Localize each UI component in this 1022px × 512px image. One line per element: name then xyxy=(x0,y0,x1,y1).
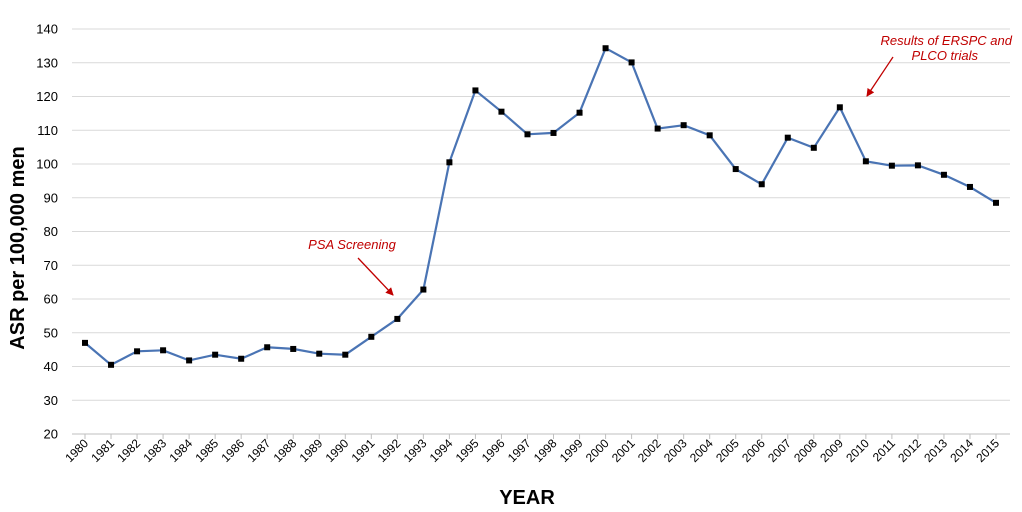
data-point xyxy=(472,87,479,94)
data-point xyxy=(394,315,401,322)
annotation-text: PSA Screening xyxy=(308,237,396,252)
x-tick-label: 1992 xyxy=(375,436,404,465)
x-tick-label: 2003 xyxy=(661,436,690,465)
x-tick-label: 1989 xyxy=(297,436,326,465)
y-tick-label: 110 xyxy=(37,123,58,138)
x-tick-label: 1981 xyxy=(88,436,117,465)
data-point xyxy=(82,339,88,346)
series-line xyxy=(84,46,997,367)
y-tick-label: 40 xyxy=(44,359,58,374)
data-point xyxy=(212,351,219,358)
x-tick-label: 2008 xyxy=(791,436,820,465)
x-tick-label: 2000 xyxy=(583,436,612,465)
x-tick-label: 2013 xyxy=(921,436,950,465)
data-point xyxy=(966,183,973,190)
y-tick-label: 120 xyxy=(36,89,58,104)
x-tick-label: 2011 xyxy=(870,436,898,464)
gridlines xyxy=(72,28,1010,401)
data-point xyxy=(316,350,323,357)
x-tick-label: 2009 xyxy=(817,436,846,465)
data-point xyxy=(134,348,141,355)
x-tick-label: 2014 xyxy=(947,436,976,465)
x-tick-label: 1993 xyxy=(401,436,430,465)
y-tick-label: 50 xyxy=(44,325,58,340)
data-point xyxy=(524,131,531,138)
x-tick-label: 1983 xyxy=(140,436,169,465)
x-tick-label: 2010 xyxy=(843,436,872,465)
y-tick-label: 60 xyxy=(44,292,58,307)
data-point xyxy=(342,351,349,358)
data-point xyxy=(368,333,375,340)
data-point xyxy=(108,361,115,368)
x-tick-label: 1985 xyxy=(192,436,221,465)
data-point xyxy=(238,355,245,362)
y-tick-label: 140 xyxy=(36,22,58,37)
x-tick-label: 1984 xyxy=(166,436,195,465)
x-tick-label: 1990 xyxy=(323,436,352,465)
x-tick-label: 1994 xyxy=(427,436,456,465)
y-tick-label: 130 xyxy=(36,55,58,70)
x-tick-label: 1997 xyxy=(505,436,534,465)
data-point xyxy=(602,45,609,52)
x-tick-label: 2006 xyxy=(739,436,768,465)
data-point xyxy=(680,122,687,129)
x-axis-title: YEAR xyxy=(499,487,555,509)
series xyxy=(82,45,999,368)
y-tick-label: 80 xyxy=(44,224,58,239)
annotation-arrow xyxy=(866,56,894,97)
data-point xyxy=(940,171,947,178)
y-tick-label: 100 xyxy=(36,157,58,172)
y-tick-label: 20 xyxy=(44,427,58,442)
x-tick-label: 2015 xyxy=(973,436,1002,465)
x-tick-label: 2005 xyxy=(713,436,742,465)
data-point xyxy=(290,345,297,352)
x-tick-label: 1987 xyxy=(245,436,274,465)
data-point xyxy=(732,166,739,173)
data-point xyxy=(628,59,635,66)
y-tick-label: 30 xyxy=(44,393,58,408)
x-tick-label: 2001 xyxy=(609,436,638,465)
data-point xyxy=(810,144,817,151)
data-point xyxy=(160,347,167,354)
x-tick-label: 1998 xyxy=(531,436,560,465)
x-tick-label: 1982 xyxy=(114,436,143,465)
y-axis-title: ASR per 100,000 men xyxy=(7,146,29,349)
data-point xyxy=(654,125,661,132)
data-point xyxy=(836,104,843,111)
annotations: PSA Screening Results of ERSPC and PLCO tr… xyxy=(308,33,1013,296)
data-point xyxy=(186,357,193,364)
x-tick-label: 1986 xyxy=(219,436,248,465)
data-point xyxy=(498,108,505,115)
y-tick-label: 90 xyxy=(44,190,58,205)
data-point xyxy=(576,109,583,116)
x-tick-label: 1996 xyxy=(479,436,508,465)
data-point xyxy=(706,132,713,139)
axes: 2030405060708090100110120130140198019811… xyxy=(36,22,1010,465)
data-point xyxy=(914,162,921,169)
x-tick-label: 2004 xyxy=(687,436,716,465)
x-tick-label: 1999 xyxy=(557,436,586,465)
data-point xyxy=(550,129,557,136)
x-tick-label: 2007 xyxy=(765,436,794,465)
data-point xyxy=(420,286,427,293)
data-point xyxy=(446,159,453,166)
x-tick-label: 1995 xyxy=(453,436,482,465)
annotation-arrow xyxy=(357,257,394,296)
x-tick-label: 1988 xyxy=(271,436,300,465)
x-tick-label: 2002 xyxy=(635,436,664,465)
annotation-text: Results of ERSPC and PLCO trials xyxy=(880,33,1012,63)
data-point xyxy=(993,199,999,206)
x-tick-label: 2012 xyxy=(895,436,924,465)
data-point xyxy=(888,162,895,169)
data-point xyxy=(862,158,869,165)
data-point xyxy=(264,344,271,351)
data-point xyxy=(758,181,765,188)
data-point xyxy=(784,134,791,141)
y-tick-label: 70 xyxy=(44,258,58,273)
x-tick-label: 1991 xyxy=(349,436,378,465)
x-tick-label: 1980 xyxy=(62,436,91,465)
